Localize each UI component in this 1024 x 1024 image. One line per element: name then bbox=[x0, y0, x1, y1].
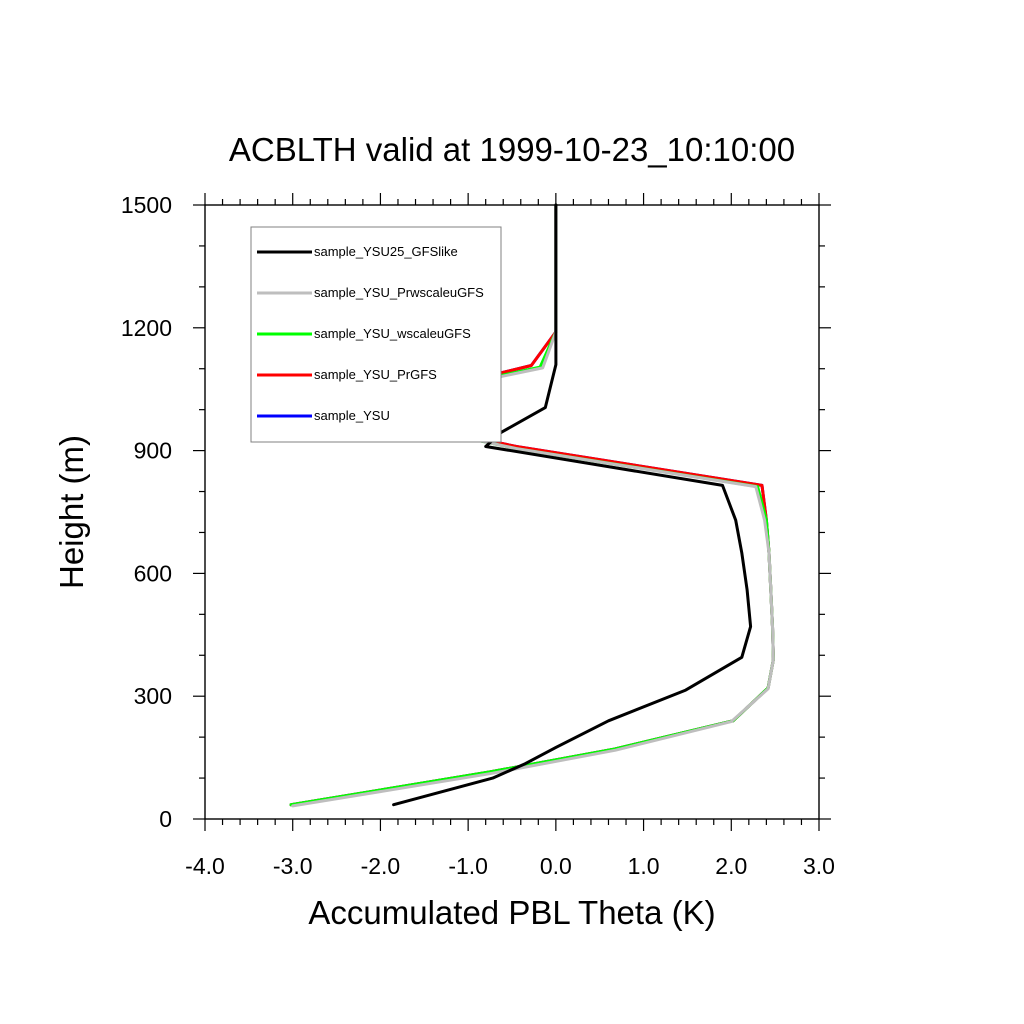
series-line-sample_YSU25_GFSlike bbox=[392, 203, 753, 807]
x-tick-label: 3.0 bbox=[803, 853, 835, 879]
y-tick-label: 600 bbox=[134, 560, 172, 586]
legend-label: sample_YSU bbox=[314, 408, 390, 423]
y-tick-label: 300 bbox=[134, 683, 172, 709]
chart-title: ACBLTH valid at 1999-10-23_10:10:00 bbox=[229, 131, 795, 168]
legend-label: sample_YSU_wscaleuGFS bbox=[314, 326, 471, 341]
legend-items: sample_YSU25_GFSlike sample_YSU_Prwscaleu… bbox=[257, 244, 484, 423]
series-line-sample_YSU_PrwscaleuGFS bbox=[291, 203, 775, 808]
plot-frame bbox=[204, 204, 820, 820]
legend: sample_YSU25_GFSlike sample_YSU_Prwscaleu… bbox=[250, 226, 502, 443]
x-tick-label: -1.0 bbox=[448, 853, 488, 879]
x-tick-label: -2.0 bbox=[361, 853, 401, 879]
x-tick-label: 0.0 bbox=[540, 853, 572, 879]
y-tick-label: 1200 bbox=[121, 315, 172, 341]
ticks-layer bbox=[193, 193, 831, 831]
y-tick-label: 1500 bbox=[121, 192, 172, 218]
y-tick-labels: 0 300 600 900 1200 1500 bbox=[121, 192, 172, 832]
legend-label: sample_YSU_PrGFS bbox=[314, 367, 437, 382]
y-axis-title: Height (m) bbox=[53, 435, 90, 589]
y-tick-label: 0 bbox=[159, 806, 172, 832]
x-tick-label: -3.0 bbox=[273, 853, 313, 879]
y-tick-label: 900 bbox=[134, 438, 172, 464]
series-layer bbox=[289, 203, 775, 808]
legend-label: sample_YSU25_GFSlike bbox=[314, 244, 458, 259]
x-tick-labels: -4.0 -3.0 -2.0 -1.0 0.0 1.0 2.0 3.0 bbox=[185, 853, 835, 879]
x-tick-label: 1.0 bbox=[628, 853, 660, 879]
x-axis-title: Accumulated PBL Theta (K) bbox=[308, 894, 715, 931]
legend-label: sample_YSU_PrwscaleuGFS bbox=[314, 285, 484, 300]
x-tick-label: 2.0 bbox=[715, 853, 747, 879]
x-tick-label: -4.0 bbox=[185, 853, 225, 879]
